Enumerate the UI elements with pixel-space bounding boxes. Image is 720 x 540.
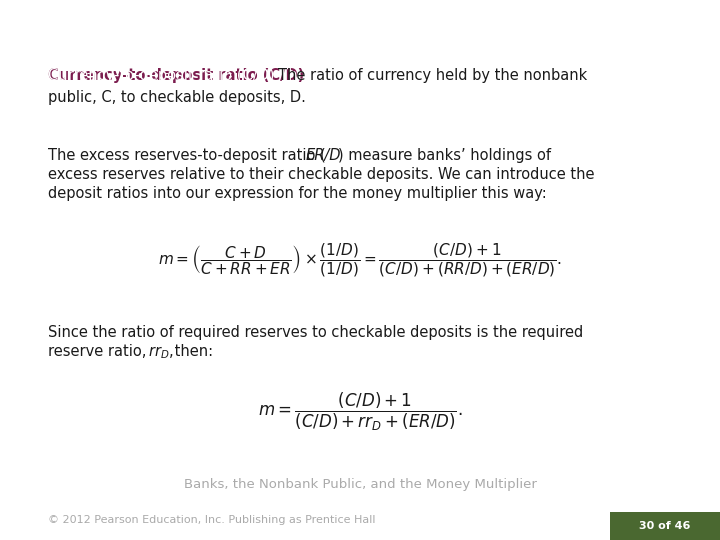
FancyBboxPatch shape — [610, 512, 720, 540]
Text: $rr_D,$: $rr_D,$ — [148, 344, 174, 361]
Text: Currency-to-deposit ratio (C/D): Currency-to-deposit ratio (C/D) — [48, 68, 305, 83]
Text: The ratio of currency held by the nonbank: The ratio of currency held by the nonban… — [278, 68, 588, 83]
Text: deposit ratios into our expression for the money multiplier this way:: deposit ratios into our expression for t… — [48, 186, 546, 201]
Text: Currency-to-deposit ratio (C/D) The ratio of currency held by the nonbank: Currency-to-deposit ratio (C/D) The rati… — [48, 68, 588, 83]
Text: Since the ratio of required reserves to checkable deposits is the required: Since the ratio of required reserves to … — [48, 325, 583, 340]
Text: $m = \dfrac{(C/D) + 1}{(C/D) + rr_D + (ER/D)}.$: $m = \dfrac{(C/D) + 1}{(C/D) + rr_D + (E… — [258, 391, 462, 433]
Text: public, C, to checkable deposits, D.: public, C, to checkable deposits, D. — [48, 90, 306, 105]
Text: $m = \left(\dfrac{C + D}{C + RR + ER}\right) \times \dfrac{(1/D)}{(1/D)} = \dfra: $m = \left(\dfrac{C + D}{C + RR + ER}\ri… — [158, 241, 562, 279]
Text: Banks, the Nonbank Public, and the Money Multiplier: Banks, the Nonbank Public, and the Money… — [184, 478, 536, 491]
Text: then:: then: — [170, 344, 213, 359]
Text: 30 of 46: 30 of 46 — [639, 521, 690, 531]
Text: ER/D: ER/D — [306, 148, 341, 163]
Text: © 2012 Pearson Education, Inc. Publishing as Prentice Hall: © 2012 Pearson Education, Inc. Publishin… — [48, 515, 376, 525]
Text: ) measure banks’ holdings of: ) measure banks’ holdings of — [338, 148, 551, 163]
Text: excess reserves relative to their checkable deposits. We can introduce the: excess reserves relative to their checka… — [48, 167, 595, 182]
Text: reserve ratio,: reserve ratio, — [48, 344, 151, 359]
Text: The excess reserves-to-deposit ratio (: The excess reserves-to-deposit ratio ( — [48, 148, 325, 163]
